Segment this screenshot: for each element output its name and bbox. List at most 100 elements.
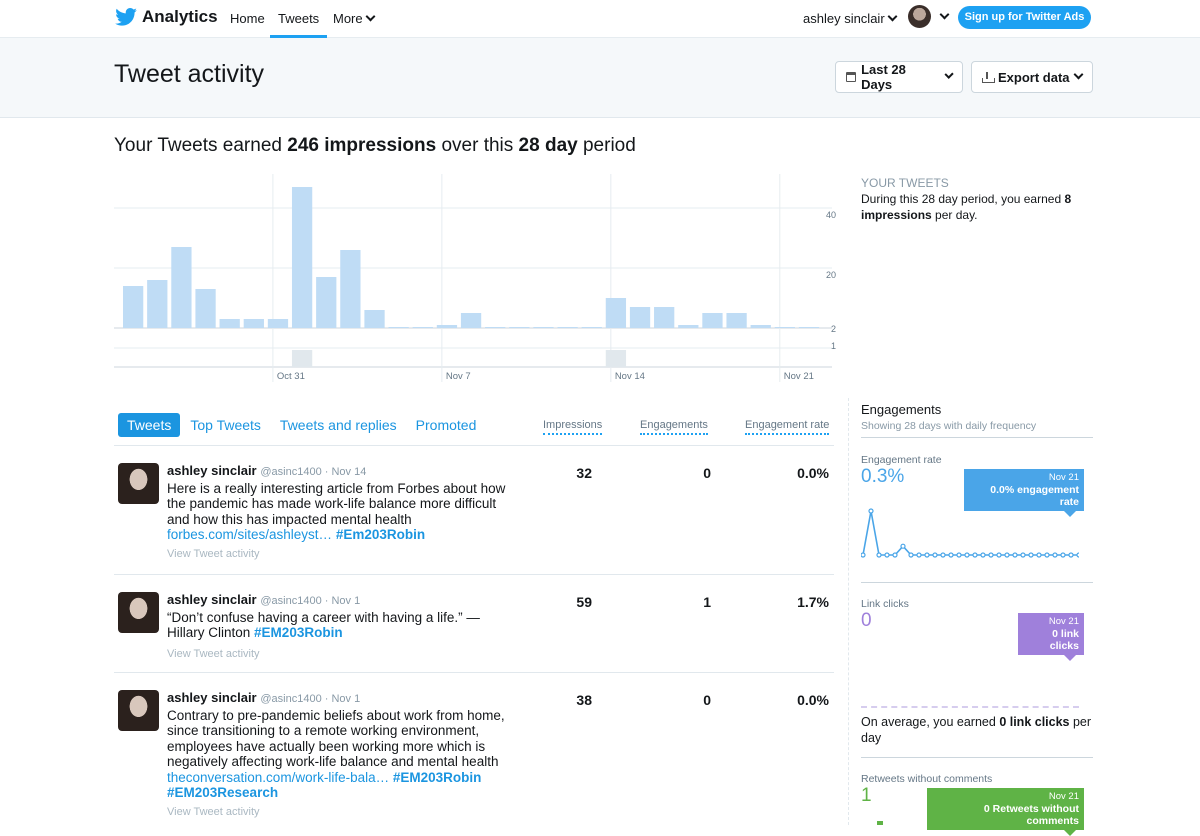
retweets-label: Retweets without comments (861, 773, 993, 785)
impressions-bar (195, 289, 216, 328)
engagement-rate-point (1076, 552, 1079, 558)
y-tick-label: 20 (826, 270, 836, 280)
engagement-rate-value: 0.3% (861, 466, 905, 487)
retweets-badge: Nov 21 0 Retweets without comments (927, 788, 1084, 836)
badge-text: 0 Retweets without comments (983, 803, 1079, 827)
view-tweet-activity-link[interactable]: View Tweet activity (167, 647, 260, 660)
page-title: Tweet activity (114, 60, 265, 88)
impressions-bar (654, 307, 675, 328)
tweet-link[interactable]: theconversation.com/work-life-bala… (167, 769, 390, 785)
impressions-bar (678, 325, 699, 328)
engagements-bar (291, 350, 313, 367)
chevron-down-icon[interactable] (939, 9, 950, 20)
impressions-bar (702, 313, 723, 328)
engagement-rate-point (1020, 552, 1026, 558)
divider (861, 437, 1093, 438)
badge-date: Nov 21 (1048, 616, 1079, 627)
impressions-bar (774, 327, 795, 328)
engagement-rate-point (996, 552, 1002, 558)
twitter-ads-signup-button[interactable]: Sign up for Twitter Ads (958, 6, 1091, 29)
your-tweets-suffix: per day. (935, 208, 978, 222)
table-row[interactable]: ashley sinclair @asinc1400 · Nov 1 “Don’… (114, 592, 834, 673)
tweet-link[interactable]: forbes.com/sites/ashleyst… (167, 527, 333, 542)
tab-tweets-and-replies[interactable]: Tweets and replies (279, 417, 397, 433)
impressions-bar (726, 313, 747, 328)
engagement-rate-point (884, 552, 890, 558)
engagement-rate-point (948, 552, 954, 558)
engagement-rate-point (1012, 552, 1018, 558)
impressions-bar (509, 327, 530, 328)
impressions-bar (219, 319, 240, 328)
tweet-hashtag[interactable]: #EM203Robin (392, 769, 482, 785)
nav-tweets[interactable]: Tweets (270, 11, 328, 38)
badge-date: Nov 21 (1048, 791, 1079, 802)
chevron-down-icon (365, 11, 376, 22)
impressions-bar (123, 286, 144, 328)
impressions-bar (316, 277, 337, 328)
date-range-button[interactable]: Last 28 Days (835, 61, 963, 93)
engagement-rate-point (868, 508, 874, 514)
tweet-engagements: 1 (703, 594, 711, 610)
tweet-hashtag[interactable]: #EM203Robin (254, 625, 343, 640)
export-data-button[interactable]: Export data (971, 61, 1093, 93)
tweet-text: “Don’t confuse having a career with havi… (167, 610, 512, 641)
column-engagements[interactable]: Engagements (640, 419, 708, 435)
engagement-rate-sparkline (861, 508, 1079, 558)
column-engagement-rate[interactable]: Engagement rate (745, 419, 830, 435)
chevron-down-icon (887, 11, 898, 22)
retweets-spark-mark (877, 821, 883, 825)
tweet-hashtag[interactable]: #EM203Research (167, 785, 279, 800)
tweet-author: ashley sinclair (167, 463, 257, 478)
engagement-rate-point (1068, 552, 1074, 558)
tab-tweets[interactable]: Tweets (118, 413, 181, 437)
x-tick-label: Nov 14 (615, 371, 645, 382)
summary-prefix: Your Tweets earned (114, 135, 282, 156)
tab-top-tweets[interactable]: Top Tweets (190, 417, 261, 433)
x-tick-label: Nov 21 (784, 371, 814, 382)
view-tweet-activity-link[interactable]: View Tweet activity (167, 805, 260, 818)
link-clicks-label: Link clicks (861, 598, 909, 610)
your-tweets-bold: 8 impressions (861, 192, 1072, 222)
table-row[interactable]: ashley sinclair @asinc1400 · Nov 1 Contr… (114, 690, 834, 830)
tweet-author: ashley sinclair (167, 690, 257, 705)
engagement-rate-point (1044, 552, 1050, 558)
avatar (118, 690, 159, 731)
your-tweets-panel: YOUR TWEETS During this 28 day period, y… (861, 176, 1093, 223)
tweet-body: ashley sinclair @asinc1400 · Nov 14 Here… (167, 463, 512, 562)
tab-promoted[interactable]: Promoted (415, 417, 477, 433)
impressions-bar (581, 327, 602, 328)
tweet-author: ashley sinclair (167, 592, 257, 607)
avatar[interactable] (908, 5, 931, 28)
tweet-handle: @asinc1400 · Nov 1 (260, 595, 361, 607)
view-tweet-activity-link[interactable]: View Tweet activity (167, 547, 260, 560)
twitter-bird-icon (115, 8, 137, 26)
analytics-brand[interactable]: Analytics (115, 7, 218, 27)
nav-more-label: More (333, 11, 363, 26)
column-impressions[interactable]: Impressions (543, 419, 603, 435)
avg-suffix: per day (861, 715, 1092, 745)
tweet-body: ashley sinclair @asinc1400 · Nov 1 “Don’… (167, 592, 512, 662)
tweet-hashtag[interactable]: #Em203Robin (335, 527, 426, 542)
user-menu[interactable]: ashley sinclair (803, 11, 898, 26)
retweets-value: 1 (861, 785, 872, 806)
summary-suffix: period (582, 135, 636, 156)
tweet-engagements: 0 (703, 465, 711, 481)
impressions-bar (267, 319, 289, 328)
tweet-text-content: “Don’t confuse having a career with havi… (167, 609, 480, 641)
engagement-rate-point (932, 552, 938, 558)
engagement-rate-point (1036, 552, 1042, 558)
nav-more[interactable]: More (333, 11, 376, 26)
y-tick-label: 2 (831, 324, 836, 334)
engagement-rate-point (972, 552, 978, 558)
engagement-rate-point (1060, 552, 1066, 558)
link-clicks-average: On average, you earned 0 link clicks per… (861, 714, 1093, 746)
date-range-label: Last 28 Days (861, 62, 906, 92)
divider (114, 445, 834, 446)
x-tick-label: Oct 31 (277, 371, 305, 382)
engagement-rate-point (900, 543, 906, 549)
table-row[interactable]: ashley sinclair @asinc1400 · Nov 14 Here… (114, 463, 834, 575)
top-nav: Analytics Home Tweets More ashley sincla… (0, 0, 1200, 38)
engagement-rate-point (1028, 552, 1034, 558)
nav-home[interactable]: Home (230, 11, 265, 26)
y-tick-label: 40 (826, 210, 836, 220)
